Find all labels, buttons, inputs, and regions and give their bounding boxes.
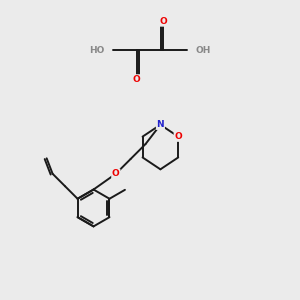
Text: OH: OH — [196, 46, 211, 55]
Text: HO: HO — [89, 46, 104, 55]
Text: O: O — [112, 169, 120, 178]
Text: O: O — [133, 75, 140, 84]
Text: O: O — [174, 132, 182, 141]
Text: N: N — [157, 120, 164, 129]
Text: O: O — [160, 17, 167, 26]
